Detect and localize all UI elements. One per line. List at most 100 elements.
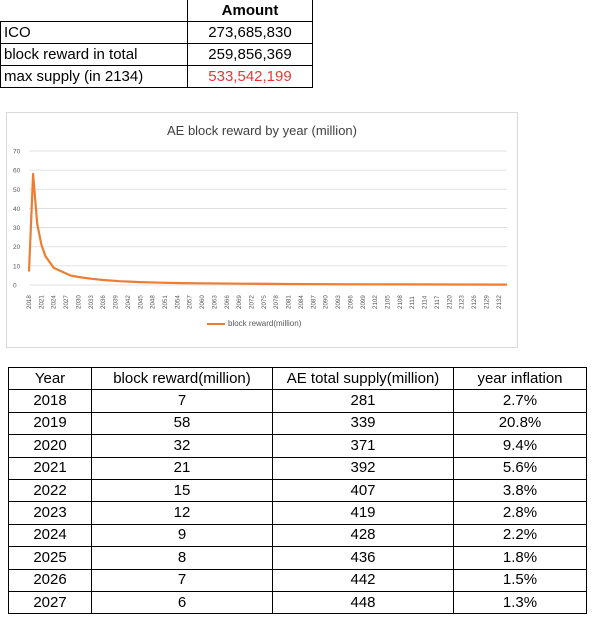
chart-title: AE block reward by year (million): [166, 123, 357, 138]
cell-year: 2023: [8, 501, 92, 525]
summary-value: 273,685,830: [187, 21, 313, 44]
x-tick-label: 2027: [63, 295, 70, 309]
y-tick-label: 0: [13, 283, 17, 290]
cell-year: 2021: [8, 456, 92, 480]
x-tick-label: 2117: [434, 295, 441, 309]
cell-block-reward: 6: [91, 590, 273, 615]
table-row: 2025 8 436 1.8%: [8, 546, 587, 570]
chart-legend: block reward(million): [207, 319, 301, 328]
x-tick-label: 2039: [113, 295, 120, 309]
x-tick-label: 2042: [125, 295, 132, 309]
cell-inflation: 1.8%: [453, 546, 587, 570]
x-tick-label: 2129: [483, 295, 490, 309]
x-tick-label: 2018: [26, 295, 33, 309]
y-tick-label: 50: [13, 187, 21, 194]
cell-total-supply: 428: [272, 523, 454, 548]
cell-year: 2022: [8, 478, 92, 503]
cell-block-reward: 7: [91, 389, 273, 413]
x-tick-label: 2111: [409, 296, 416, 309]
table-row: 2019 58 339 20.8%: [8, 411, 587, 436]
x-tick-label: 2066: [224, 295, 231, 309]
table-row: 2020 32 371 9.4%: [8, 434, 587, 458]
x-tick-label: 2021: [38, 295, 45, 309]
chart-container: AE block reward by year (million) 0 10 20 3…: [6, 112, 518, 348]
table-header-row: Year block reward(million) AE total supp…: [8, 366, 587, 391]
cell-block-reward: 12: [91, 501, 273, 525]
cell-inflation: 2.7%: [453, 389, 587, 413]
x-tick-label: 2120: [446, 295, 453, 309]
x-tick-label: 2045: [137, 295, 144, 309]
y-tick-label: 30: [13, 225, 21, 232]
x-tick-label: 2096: [347, 295, 354, 309]
table-row: 2018 7 281 2.7%: [8, 389, 587, 413]
reward-table: Year block reward(million) AE total supp…: [8, 366, 587, 615]
cell-total-supply: 442: [272, 568, 454, 592]
y-tick-label: 60: [13, 168, 21, 175]
x-tick-label: 2063: [211, 295, 218, 309]
cell-block-reward: 9: [91, 523, 273, 548]
summary-header-amount: Amount: [187, 0, 313, 22]
x-tick-label: 2075: [261, 295, 268, 309]
x-tick-label: 2048: [150, 295, 157, 309]
cell-inflation: 20.8%: [453, 411, 587, 436]
x-tick-label: 2099: [360, 295, 367, 309]
cell-inflation: 2.8%: [453, 501, 587, 525]
cell-year: 2019: [8, 411, 92, 436]
x-tick-label: 2060: [199, 295, 206, 309]
cell-total-supply: 448: [272, 590, 454, 615]
x-tick-label: 2057: [187, 295, 194, 309]
column-header-inflation: year inflation: [453, 366, 587, 391]
cell-year: 2027: [8, 590, 92, 615]
x-tick-label: 2024: [51, 295, 58, 309]
summary-header-blank: [0, 0, 188, 22]
cell-block-reward: 8: [91, 546, 273, 570]
x-tick-label: 2108: [397, 295, 404, 309]
cell-block-reward: 7: [91, 568, 273, 592]
x-tick-label: 2030: [75, 295, 82, 309]
x-tick-label: 2078: [273, 295, 280, 309]
cell-block-reward: 58: [91, 411, 273, 436]
summary-value-max-supply: 533,542,199: [187, 65, 313, 88]
legend-label: block reward(million): [228, 319, 302, 328]
legend-swatch: [207, 322, 225, 325]
y-tick-label: 20: [13, 244, 21, 251]
summary-row: block reward in total 259,856,369: [0, 43, 313, 66]
y-tick-label: 70: [13, 149, 21, 156]
summary-label: block reward in total: [0, 43, 188, 66]
summary-row: ICO 273,685,830: [0, 21, 313, 44]
cell-block-reward: 21: [91, 456, 273, 480]
cell-year: 2018: [8, 389, 92, 413]
x-tick-label: 2051: [162, 295, 169, 309]
cell-inflation: 3.8%: [453, 478, 587, 503]
cell-total-supply: 392: [272, 456, 454, 480]
summary-row: max supply (in 2134) 533,542,199: [0, 65, 313, 88]
x-tick-label: 2123: [459, 295, 466, 309]
cell-total-supply: 281: [272, 389, 454, 413]
x-tick-label: 2090: [323, 295, 330, 309]
table-row: 2024 9 428 2.2%: [8, 523, 587, 548]
summary-value: 259,856,369: [187, 43, 313, 66]
x-tick-label: 2087: [310, 295, 317, 309]
column-header-total-supply: AE total supply(million): [272, 366, 454, 391]
summary-label: max supply (in 2134): [0, 65, 188, 88]
x-tick-label: 2081: [286, 295, 293, 309]
x-tick-label: 2069: [236, 295, 243, 309]
x-tick-label: 2036: [100, 295, 107, 309]
summary-header-row: Amount: [0, 0, 313, 22]
x-tick-label: 2054: [174, 295, 181, 309]
cell-total-supply: 407: [272, 478, 454, 503]
cell-year: 2024: [8, 523, 92, 548]
cell-total-supply: 436: [272, 546, 454, 570]
cell-block-reward: 32: [91, 434, 273, 458]
x-tick-label: 2072: [249, 295, 256, 309]
cell-total-supply: 419: [272, 501, 454, 525]
column-header-block-reward: block reward(million): [91, 366, 273, 391]
cell-total-supply: 371: [272, 434, 454, 458]
cell-inflation: 9.4%: [453, 434, 587, 458]
cell-inflation: 5.6%: [453, 456, 587, 480]
cell-year: 2020: [8, 434, 92, 458]
x-tick-label: 2126: [471, 295, 478, 309]
y-tick-label: 10: [13, 263, 21, 270]
cell-inflation: 1.5%: [453, 568, 587, 592]
